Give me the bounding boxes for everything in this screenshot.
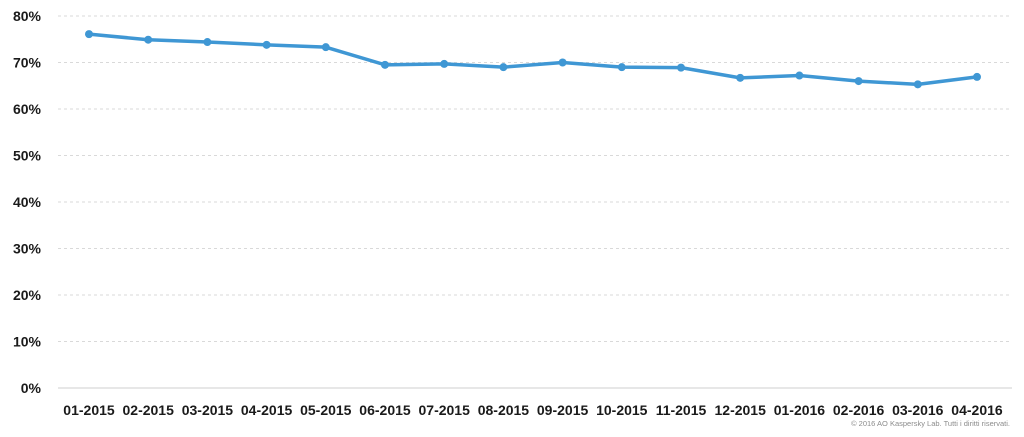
y-tick-label: 80% [13,8,42,24]
y-tick-label: 40% [13,194,42,210]
x-tick-label: 11-2015 [656,402,707,418]
x-tick-label: 10-2015 [596,402,648,418]
data-point [203,38,212,47]
x-tick-label: 04-2016 [951,402,1003,418]
data-point [440,59,449,68]
x-tick-label: 03-2015 [182,402,234,418]
data-point [795,71,804,80]
data-point [321,43,330,52]
data-point [144,35,153,44]
x-tick-label: 01-2016 [774,402,826,418]
x-tick-label: 08-2015 [478,402,530,418]
data-point [677,63,685,72]
y-tick-label: 0% [21,380,42,396]
data-point [854,77,863,86]
y-tick-label: 20% [13,287,42,303]
data-point [973,72,981,81]
y-tick-label: 70% [13,55,42,71]
data-point [617,63,626,72]
x-tick-label: 06-2015 [359,402,411,418]
y-tick-label: 30% [13,241,42,257]
copyright-notice: © 2016 AO Kaspersky Lab. Tutti i diritti… [851,419,1010,428]
x-tick-label: 03-2016 [892,402,944,418]
data-point [381,60,389,69]
data-point [736,73,745,82]
y-tick-label: 60% [13,101,42,117]
data-point [913,80,922,89]
y-tick-label: 50% [13,148,42,164]
series-line [87,32,979,87]
gridlines [58,15,1012,342]
data-point [558,58,567,67]
x-tick-label: 02-2016 [833,402,885,418]
y-tick-labels: 0% 10% 20% 30% 40% 50% 60% 70% 80% [13,8,42,396]
x-tick-label: 01-2015 [63,402,115,418]
x-tick-label: 04-2015 [241,402,293,418]
y-tick-label: 10% [13,334,42,350]
x-tick-label: 05-2015 [300,402,352,418]
series [85,30,981,89]
x-tick-label: 07-2015 [419,402,471,418]
x-tick-labels: 01-2015 02-2015 03-2015 04-2015 05-2015 06-20… [63,402,1003,418]
data-point [499,63,508,72]
data-point [262,40,271,49]
x-tick-label: 02-2015 [123,402,175,418]
x-tick-label: 12-2015 [715,402,767,418]
data-point [85,30,93,39]
x-tick-label: 09-2015 [537,402,589,418]
